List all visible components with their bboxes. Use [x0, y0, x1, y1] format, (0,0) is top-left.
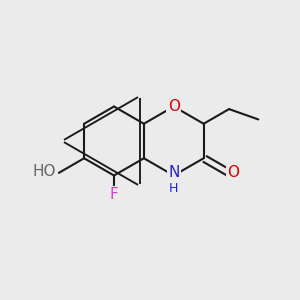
Text: H: H: [169, 182, 178, 195]
Text: HO: HO: [33, 164, 56, 179]
Text: F: F: [110, 187, 118, 202]
Text: O: O: [227, 165, 239, 180]
Text: O: O: [168, 99, 180, 114]
Text: N: N: [168, 165, 179, 180]
